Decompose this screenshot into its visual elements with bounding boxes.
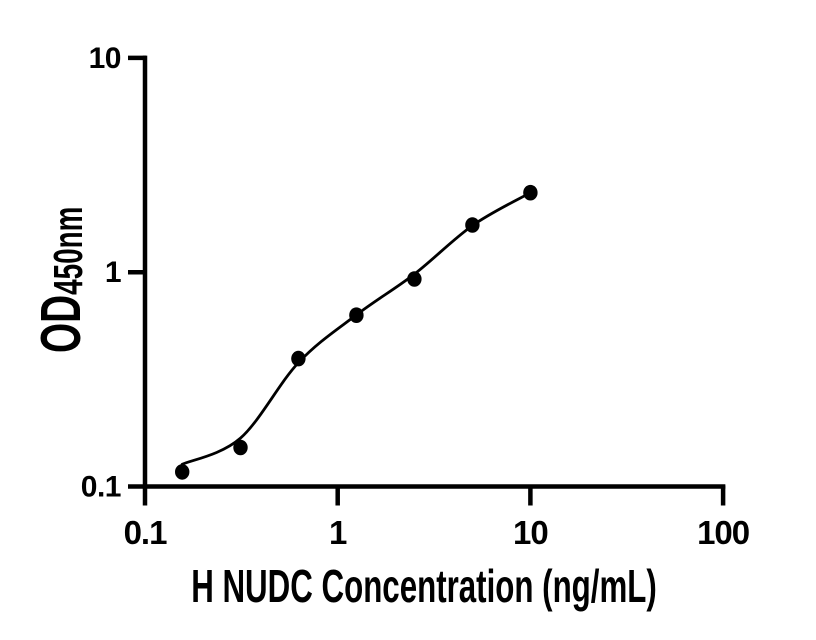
- y-axis-title-subscript: 450nm: [46, 207, 92, 295]
- y-tick-label: 10: [89, 42, 121, 75]
- y-tick-label: 1: [105, 256, 121, 289]
- data-points-layer: [175, 184, 538, 480]
- data-point: [175, 464, 190, 480]
- tick-marks: [128, 55, 726, 506]
- data-point: [233, 439, 248, 456]
- axis-frame: [142, 55, 726, 489]
- x-tick-label: 100: [697, 514, 749, 551]
- data-point: [291, 350, 306, 367]
- x-tick-label: 10: [513, 514, 548, 551]
- axes: [142, 55, 726, 489]
- y-axis-title-main: OD: [30, 295, 93, 353]
- data-point: [349, 307, 364, 324]
- x-axis-title: H NUDC Concentration (ng/mL): [191, 561, 657, 612]
- y-axis-title: OD450nm: [30, 207, 93, 353]
- tick-labels: 0.1 1 10 0.1 1 10 100: [81, 42, 750, 551]
- data-point: [407, 271, 422, 287]
- y-tick-label: 0.1: [81, 471, 121, 504]
- data-point: [523, 184, 538, 201]
- x-tick-label: 0.1: [124, 514, 168, 551]
- fit-curve: [180, 191, 532, 466]
- x-tick-label: 1: [329, 514, 347, 551]
- fit-curve-layer: [180, 191, 532, 466]
- data-point: [465, 217, 480, 233]
